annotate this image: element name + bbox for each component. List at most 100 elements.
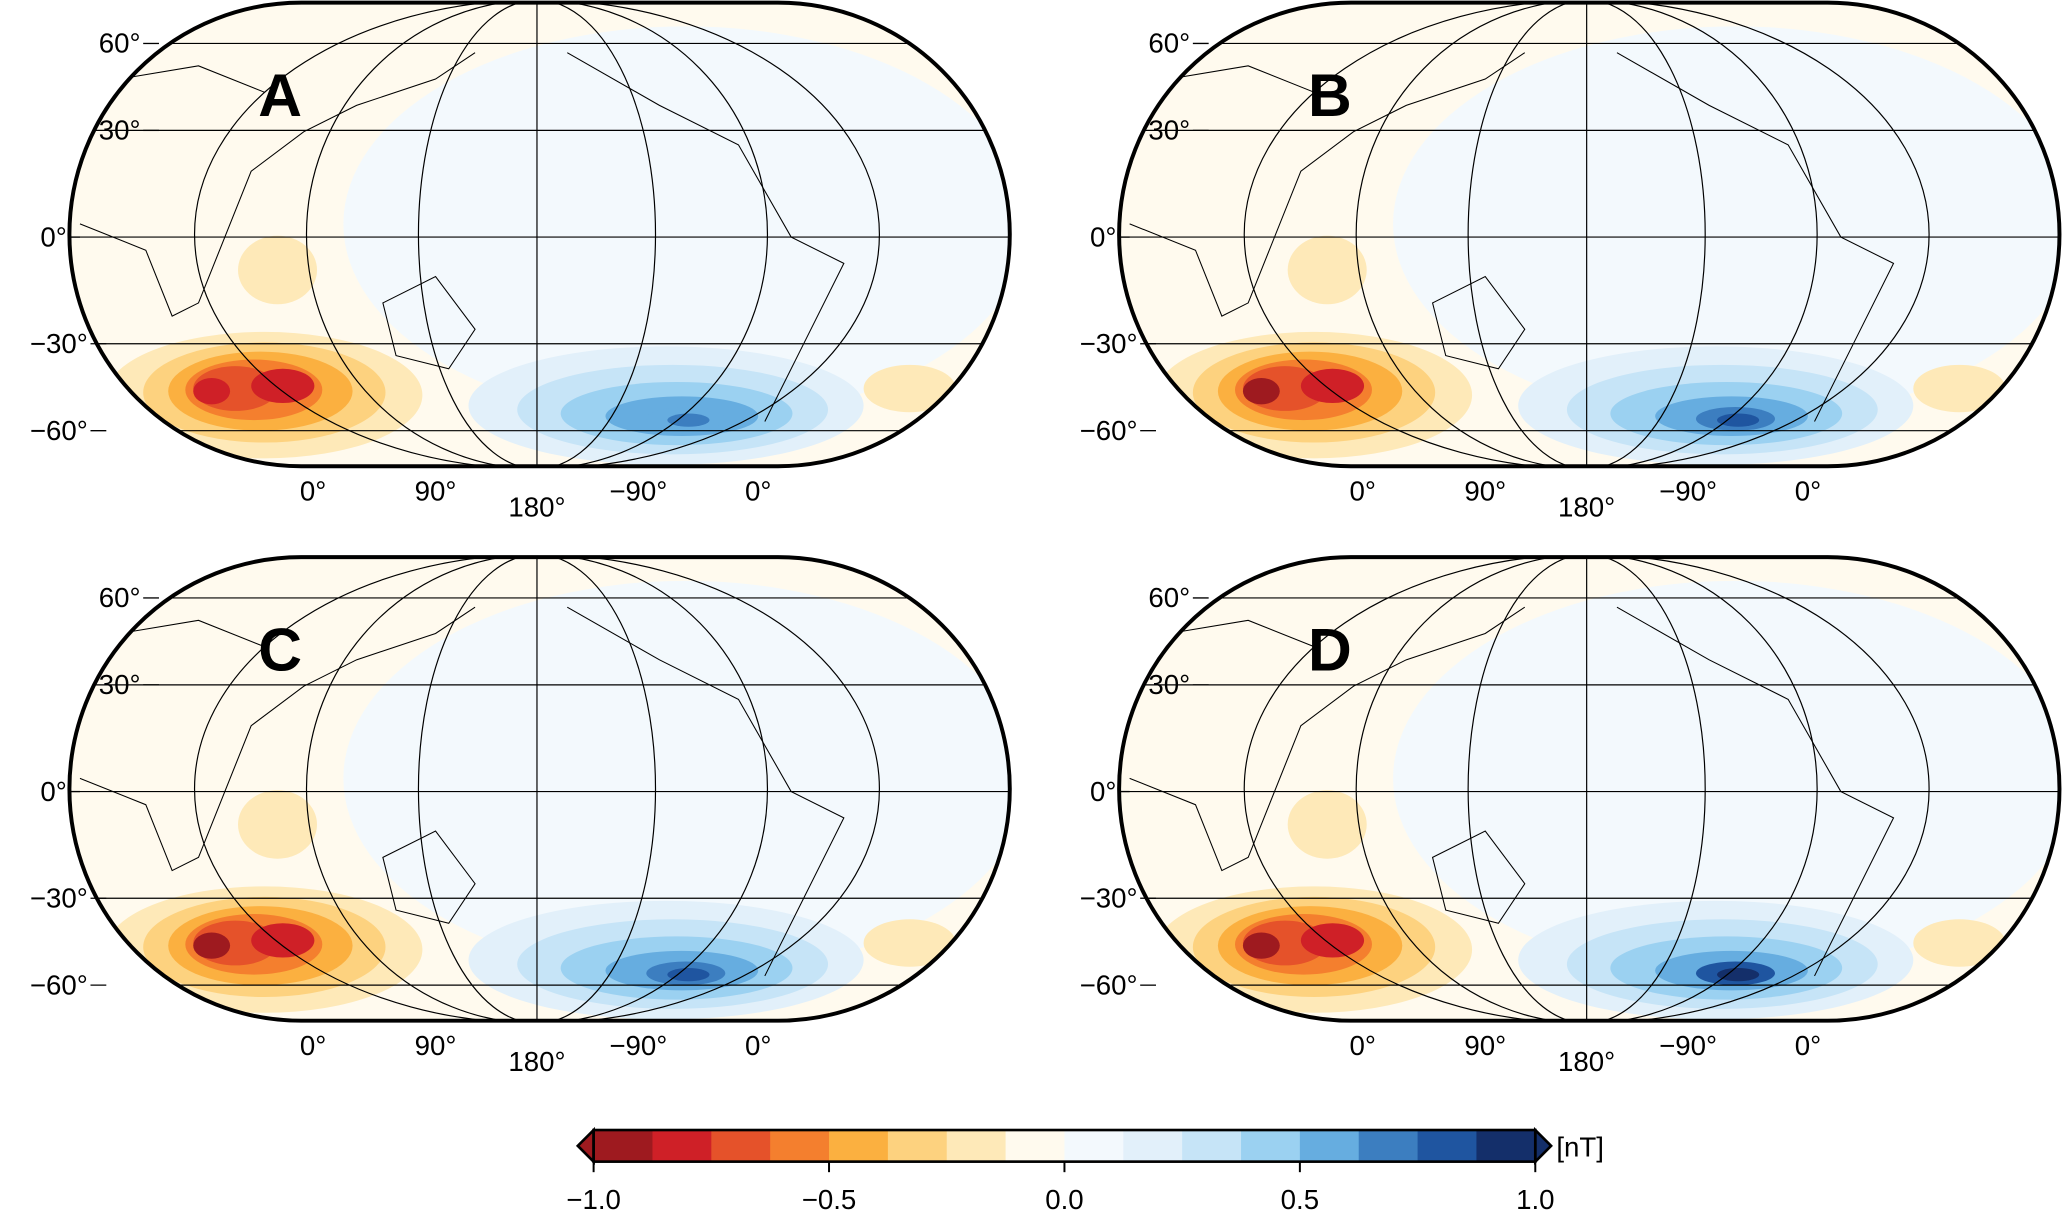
lon-label: −90° bbox=[1659, 475, 1717, 506]
anomaly bbox=[863, 364, 956, 413]
lat-label: 0° bbox=[1090, 221, 1116, 252]
colorbar-end bbox=[575, 1126, 595, 1165]
lat-label: 60° bbox=[99, 582, 141, 613]
anomaly bbox=[1300, 368, 1365, 404]
colorbar-segment bbox=[1241, 1130, 1301, 1162]
colorbar-segment bbox=[1182, 1130, 1242, 1162]
anomaly bbox=[1717, 968, 1760, 982]
grid-line bbox=[1355, 557, 1818, 1021]
lat-label: −30° bbox=[30, 882, 88, 913]
anomaly bbox=[863, 919, 956, 967]
lon-label: 0° bbox=[745, 475, 771, 506]
lon-label: 0° bbox=[300, 1030, 326, 1061]
lat-label: 0° bbox=[1090, 776, 1116, 807]
lat-label: −30° bbox=[1080, 328, 1138, 359]
colorbar-segment bbox=[1358, 1130, 1419, 1162]
anomaly bbox=[193, 377, 231, 405]
lat-label: 0° bbox=[40, 221, 66, 252]
lon-label: 0° bbox=[1795, 1030, 1821, 1061]
colorbar-segment bbox=[1417, 1130, 1478, 1162]
colorbar-segment bbox=[593, 1130, 654, 1162]
lat-label: 60° bbox=[1148, 582, 1190, 613]
grid-line bbox=[417, 2, 657, 467]
anomaly bbox=[251, 368, 315, 404]
lon-label: −90° bbox=[1659, 1030, 1717, 1061]
lon-label: 0° bbox=[1350, 475, 1376, 506]
lat-label: −60° bbox=[1080, 415, 1138, 446]
colorbar-segment bbox=[770, 1130, 830, 1162]
lat-label: −60° bbox=[30, 415, 88, 446]
grid-line bbox=[193, 2, 880, 467]
colorbar-segment bbox=[946, 1130, 1007, 1162]
colorbar-segment bbox=[1005, 1130, 1066, 1162]
grid-line bbox=[193, 557, 880, 1021]
colorbar-segment bbox=[1123, 1130, 1183, 1162]
lon-label: 90° bbox=[415, 475, 457, 506]
lat-label: 30° bbox=[1148, 669, 1190, 700]
lon-label: −90° bbox=[609, 1030, 667, 1061]
panel-label: B bbox=[1308, 61, 1352, 129]
lat-label: 30° bbox=[99, 115, 141, 146]
anomaly bbox=[1287, 790, 1367, 859]
map-border bbox=[1117, 0, 2062, 469]
colorbar-tick-label: −0.5 bbox=[802, 1184, 857, 1213]
anomaly bbox=[1300, 923, 1365, 958]
anomaly bbox=[1287, 235, 1367, 305]
colorbar-end bbox=[1533, 1126, 1553, 1165]
anomaly bbox=[343, 26, 1010, 422]
lat-label: 60° bbox=[1148, 28, 1190, 59]
grid-line bbox=[1243, 557, 1930, 1021]
anomaly bbox=[238, 235, 318, 305]
coastline bbox=[79, 52, 845, 422]
anomaly bbox=[667, 413, 710, 427]
lon-label: 180° bbox=[1558, 491, 1615, 522]
grid-line bbox=[305, 557, 769, 1021]
lat-label: 30° bbox=[1148, 115, 1190, 146]
lon-label: 0° bbox=[745, 1030, 771, 1061]
map-panel: B 60° 30° 0° −30° −60° 0° 90° 180° −90° 0° bbox=[1080, 0, 2062, 522]
colorbar-segment bbox=[1476, 1130, 1536, 1162]
lat-label: 60° bbox=[99, 28, 141, 59]
panel-label: D bbox=[1308, 615, 1352, 683]
anomaly bbox=[193, 932, 231, 959]
coastline bbox=[1129, 606, 1895, 977]
grid-line bbox=[1355, 2, 1818, 467]
anomaly bbox=[1913, 919, 2006, 967]
lat-label: 0° bbox=[40, 776, 66, 807]
anomaly bbox=[1913, 364, 2006, 413]
lon-label: 180° bbox=[508, 1046, 565, 1077]
map-panel: C 60° 30° 0° −30° −60° 0° 90° 180° −90° 0° bbox=[30, 555, 1012, 1077]
map-field bbox=[1119, 2, 2060, 467]
anomaly bbox=[251, 923, 315, 958]
map-panel: D 60° 30° 0° −30° −60° 0° 90° 180° −90° 0° bbox=[1080, 555, 2062, 1077]
anomaly bbox=[1393, 580, 2060, 976]
colorbar-segment bbox=[887, 1130, 948, 1162]
anomaly bbox=[343, 580, 1010, 976]
anomaly bbox=[1242, 932, 1280, 959]
colorbar-tick-label: 1.0 bbox=[1516, 1184, 1554, 1213]
map-border bbox=[67, 0, 1012, 469]
lon-label: 180° bbox=[1558, 1046, 1615, 1077]
anomaly bbox=[1242, 377, 1280, 405]
grid-line bbox=[1467, 2, 1706, 467]
grid-line bbox=[305, 2, 769, 467]
lon-label: 90° bbox=[1464, 1030, 1506, 1061]
panel-label: A bbox=[258, 61, 302, 129]
lon-label: 0° bbox=[300, 475, 326, 506]
map-field bbox=[1119, 557, 2060, 1021]
lon-label: 180° bbox=[508, 491, 565, 522]
coastline bbox=[1129, 52, 1895, 422]
grid-line bbox=[417, 557, 657, 1021]
anomaly bbox=[238, 790, 318, 859]
colorbar-segment bbox=[711, 1130, 771, 1162]
lat-label: 30° bbox=[99, 669, 141, 700]
lon-label: 0° bbox=[1795, 475, 1821, 506]
anomaly bbox=[1717, 413, 1760, 427]
map-border bbox=[67, 555, 1012, 1023]
lat-label: −30° bbox=[30, 328, 88, 359]
colorbar-unit: [nT] bbox=[1556, 1131, 1604, 1162]
anomaly bbox=[1393, 26, 2060, 422]
lat-label: −30° bbox=[1080, 882, 1138, 913]
